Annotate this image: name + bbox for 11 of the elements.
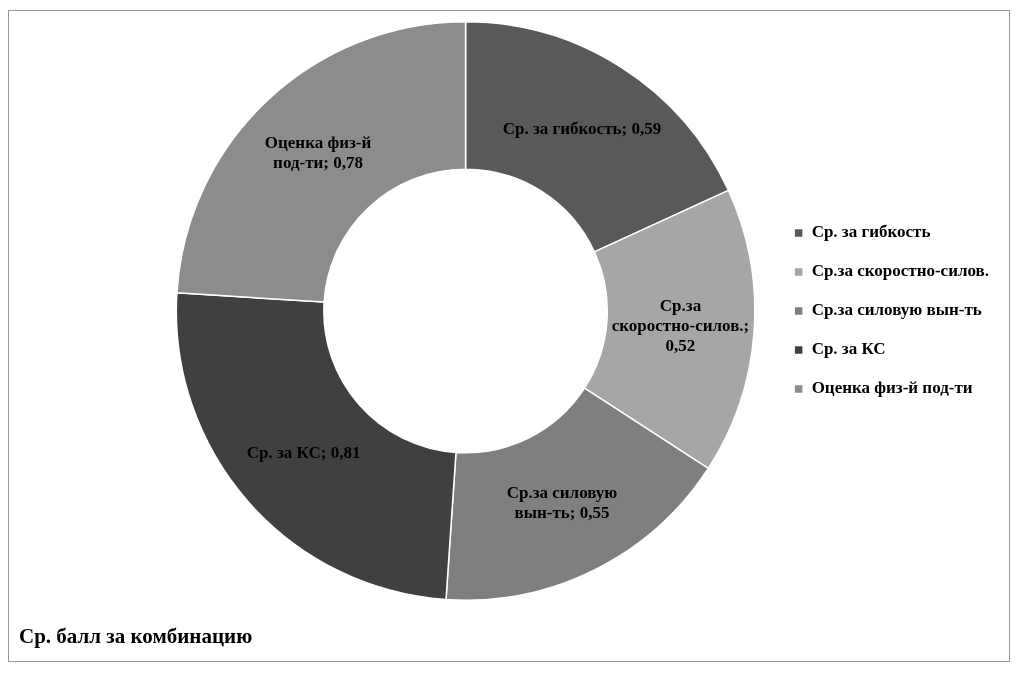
legend-label: Ср. за гибкость xyxy=(811,222,931,242)
legend-label: Ср.за скоростно-силов. xyxy=(811,261,989,281)
legend-label: Ср.за силовую вын-ть xyxy=(811,300,982,320)
text: Ср. балл за комбинацию xyxy=(19,624,253,649)
legend-label: Оценка физ-й под-ти xyxy=(811,378,973,398)
data-label: Ср. за гибкость; 0,59 xyxy=(502,119,662,139)
data-label: Ср.за силовую вын-ть; 0,55 xyxy=(506,483,618,523)
legend-label: Ср. за КС xyxy=(811,339,886,359)
data-label: Ср. за КС; 0,81 xyxy=(246,442,361,462)
data-label: Ср.за скоростно-силов.; 0,52 xyxy=(611,296,750,355)
data-label: Оценка физ-й под-ти; 0,78 xyxy=(264,133,372,173)
